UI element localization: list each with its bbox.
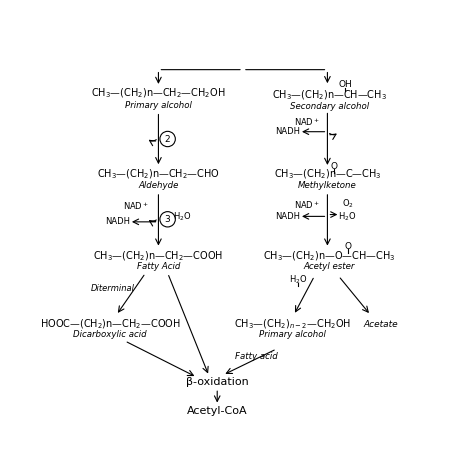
Text: Diterminal: Diterminal <box>91 284 135 293</box>
Text: NAD$^+$: NAD$^+$ <box>123 201 149 212</box>
Text: CH$_3$—(CH$_2$)n—O—CH—CH$_3$: CH$_3$—(CH$_2$)n—O—CH—CH$_3$ <box>263 249 395 263</box>
Text: NAD$^+$: NAD$^+$ <box>294 116 320 128</box>
Text: H$_2$O: H$_2$O <box>338 210 357 223</box>
Text: Acetyl ester: Acetyl ester <box>303 262 355 271</box>
Text: NADH: NADH <box>275 127 301 136</box>
Text: β-oxidation: β-oxidation <box>186 377 248 387</box>
Text: O: O <box>330 162 337 171</box>
Text: H$_2$O: H$_2$O <box>289 273 307 286</box>
Text: Primary alcohol: Primary alcohol <box>259 330 326 339</box>
Text: HOOC—(CH$_2$)n—CH$_2$—COOH: HOOC—(CH$_2$)n—CH$_2$—COOH <box>39 317 181 331</box>
Text: CH$_3$—(CH$_2$)n—CH$_2$—CH$_2$OH: CH$_3$—(CH$_2$)n—CH$_2$—CH$_2$OH <box>91 87 226 100</box>
Text: O: O <box>344 242 351 251</box>
Text: NADH: NADH <box>275 212 301 221</box>
Text: Methylketone: Methylketone <box>298 181 357 190</box>
Text: CH$_3$—(CH$_2$)$_{n-2}$—CH$_2$OH: CH$_3$—(CH$_2$)$_{n-2}$—CH$_2$OH <box>234 317 351 331</box>
Text: 2: 2 <box>165 135 171 144</box>
Text: Acetate: Acetate <box>364 319 398 328</box>
Text: NAD$^+$: NAD$^+$ <box>294 199 320 210</box>
Text: NADH: NADH <box>106 218 130 227</box>
Text: Fatty Acid: Fatty Acid <box>137 262 180 271</box>
Text: Fatty acid: Fatty acid <box>235 352 278 361</box>
Text: CH$_3$—(CH$_2$)n—CH—CH$_3$: CH$_3$—(CH$_2$)n—CH—CH$_3$ <box>272 89 387 102</box>
Text: CH$_3$—(CH$_2$)n—CH$_2$—COOH: CH$_3$—(CH$_2$)n—CH$_2$—COOH <box>93 249 224 263</box>
Text: CH$_3$—(CH$_2$)n—CH$_2$—CHO: CH$_3$—(CH$_2$)n—CH$_2$—CHO <box>97 168 220 181</box>
Text: Primary alcohol: Primary alcohol <box>125 100 192 109</box>
Text: CH$_3$—(CH$_2$)n—C—CH$_3$: CH$_3$—(CH$_2$)n—C—CH$_3$ <box>273 168 381 181</box>
Text: 3: 3 <box>165 215 171 224</box>
Text: Acetyl-CoA: Acetyl-CoA <box>187 406 247 416</box>
Text: H$_2$O: H$_2$O <box>173 210 192 223</box>
Text: Aldehyde: Aldehyde <box>138 181 179 190</box>
Text: O$_2$: O$_2$ <box>342 197 354 210</box>
Text: Secondary alcohol: Secondary alcohol <box>290 102 369 111</box>
Text: Dicarboxylic acid: Dicarboxylic acid <box>73 330 147 339</box>
Text: OH: OH <box>338 80 352 89</box>
